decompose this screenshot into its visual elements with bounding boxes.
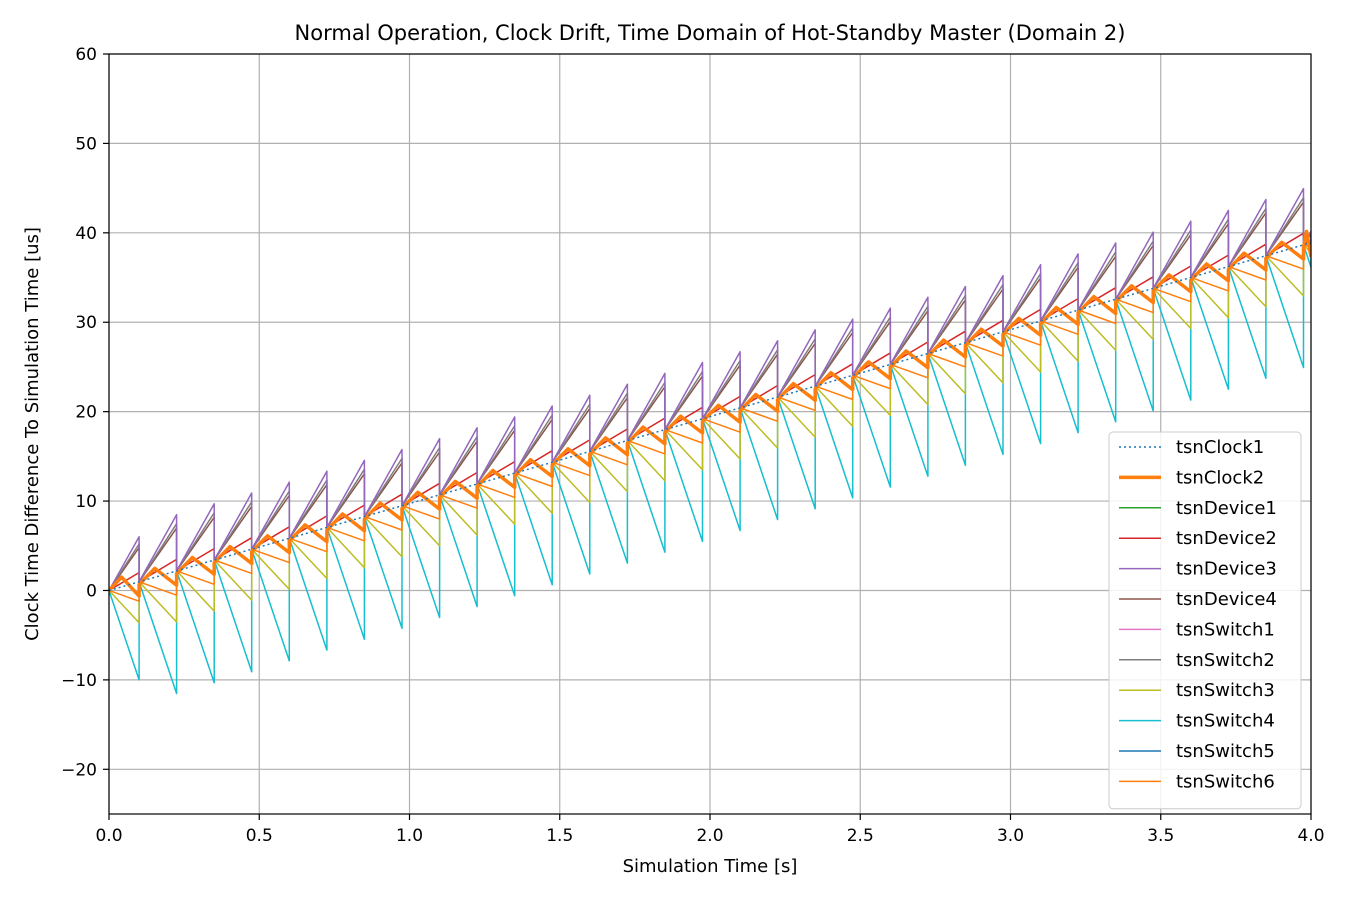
legend-label-tsnSwitch4: tsnSwitch4 (1176, 711, 1275, 732)
x-tick-label: 1.5 (546, 826, 573, 846)
legend-label-tsnDevice2: tsnDevice2 (1176, 528, 1277, 549)
x-tick-label: 0.0 (95, 826, 122, 846)
y-tick-label: 50 (75, 134, 97, 154)
legend-label-tsnSwitch3: tsnSwitch3 (1176, 680, 1275, 701)
legend-label-tsnSwitch2: tsnSwitch2 (1176, 650, 1275, 671)
series-line-tsnSwitch3 (109, 242, 1311, 624)
series-line-tsnSwitch4 (109, 242, 1311, 695)
y-axis: −20 −10 0 10 20 30 40 50 60 (61, 45, 109, 780)
series-line-tsnClock2 (109, 229, 1311, 598)
x-tick-label: 3.0 (997, 826, 1024, 846)
y-tick-label: 30 (75, 313, 97, 333)
legend-label-tsnSwitch6: tsnSwitch6 (1176, 771, 1275, 792)
x-tick-label: 1.0 (396, 826, 423, 846)
legend-label-tsnClock1: tsnClock1 (1176, 437, 1264, 458)
legend-label-tsnDevice4: tsnDevice4 (1176, 589, 1277, 610)
y-tick-label: 10 (75, 492, 97, 512)
y-axis-title: Clock Time Difference To Simulation Time… (22, 227, 43, 641)
y-tick-label: 20 (75, 403, 97, 423)
series-line-tsnSwitch6 (109, 242, 1311, 602)
legend: tsnClock1 tsnClock2 tsnDevice1 tsnDevice2 ts… (1108, 431, 1302, 810)
y-tick-label: −20 (61, 760, 97, 780)
x-tick-label: 2.5 (847, 826, 874, 846)
x-axis-title: Simulation Time [s] (623, 856, 798, 877)
legend-label-tsnSwitch5: tsnSwitch5 (1176, 741, 1275, 762)
x-tick-label: 2.0 (696, 826, 723, 846)
y-tick-label: 0 (86, 581, 97, 601)
series-line-tsnDevice3 (109, 187, 1311, 591)
legend-label-tsnDevice3: tsnDevice3 (1176, 559, 1277, 580)
series-layer (109, 187, 1311, 695)
y-tick-label: 60 (75, 45, 97, 65)
series-line-tsnClock1 (109, 241, 1311, 592)
legend-label-tsnSwitch1: tsnSwitch1 (1176, 619, 1275, 640)
x-tick-label: 0.5 (246, 826, 273, 846)
x-tick-label: 3.5 (1147, 826, 1174, 846)
legend-label-tsnDevice1: tsnDevice1 (1176, 498, 1277, 519)
y-tick-label: −10 (61, 671, 97, 691)
chart-title: Normal Operation, Clock Drift, Time Doma… (295, 21, 1126, 45)
x-tick-label: 4.0 (1297, 826, 1324, 846)
y-tick-label: 40 (75, 224, 97, 244)
plot-area (109, 187, 1311, 695)
legend-box (1108, 431, 1302, 810)
x-axis: 0.0 0.5 1.0 1.5 2.0 2.5 3.0 3.5 4.0 (95, 814, 1325, 846)
legend-label-tsnClock2: tsnClock2 (1176, 467, 1264, 488)
